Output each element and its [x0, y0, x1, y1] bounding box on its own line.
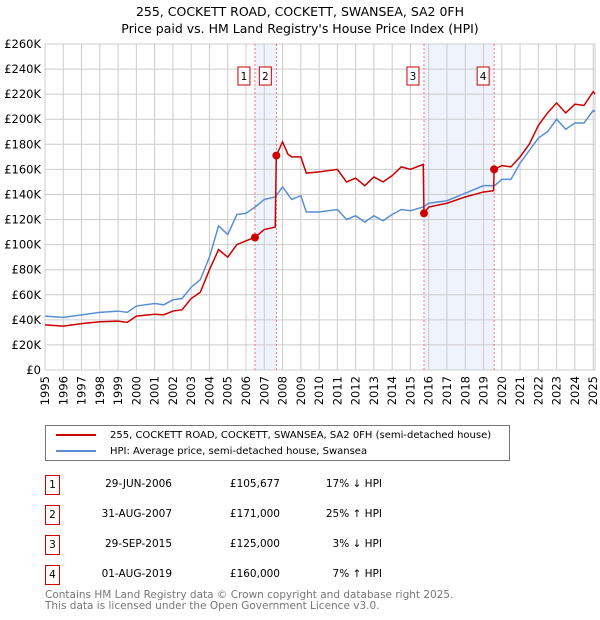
sale-hpi: 7% ↑ HPI	[332, 568, 382, 580]
footer: Contains HM Land Registry data © Crown c…	[45, 590, 453, 612]
legend: 255, COCKETT ROAD, COCKETT, SWANSEA, SA2…	[45, 425, 510, 461]
sale-row: 1 29-JUN-2006 £105,677 17% ↓ HPI	[45, 475, 545, 495]
sale-price: £105,677	[229, 478, 280, 490]
sale-badge: 2	[45, 505, 60, 525]
price-chart: £0 £20K £40K £60K £80K £100K £120K £140K £160K £1…	[4, 37, 600, 405]
x-tick-label: 1997	[75, 376, 89, 405]
x-tick-label: 2003	[184, 376, 198, 405]
x-tick-label: 2024	[568, 376, 582, 405]
y-tick-label: £180K	[4, 137, 41, 151]
sale-point	[490, 165, 499, 174]
shaded-period	[423, 44, 495, 370]
x-tick-label: 2005	[221, 376, 235, 405]
x-tick-label: 2014	[385, 376, 399, 405]
plot-border	[44, 43, 596, 371]
y-tick-label: £240K	[4, 62, 41, 76]
series-line	[44, 90, 596, 327]
x-tick-label: 1995	[38, 376, 52, 405]
sale-label-box	[406, 66, 420, 86]
x-tick-label: 2000	[129, 376, 143, 405]
x-tick-label: 2021	[513, 376, 527, 405]
legend-item-hpi: HPI: Average price, semi-detached house,…	[56, 443, 367, 459]
sale-row: 2 31-AUG-2007 £171,000 25% ↑ HPI	[45, 505, 545, 525]
y-tick-label: £40K	[12, 313, 42, 327]
sale-date: 29-JUN-2006	[105, 478, 172, 490]
legend-swatch-red	[56, 434, 96, 436]
y-tick-label: £0	[26, 363, 41, 377]
x-tick-label: 2011	[330, 376, 344, 405]
x-tick-label: 1996	[56, 376, 70, 405]
y-tick-label: £80K	[12, 263, 42, 277]
sale-label: 2	[262, 71, 269, 83]
x-tick-label: 2020	[495, 376, 509, 405]
legend-swatch-blue	[56, 450, 96, 452]
sale-price: £125,000	[229, 538, 280, 550]
y-tick-label: £220K	[4, 87, 41, 101]
sale-label-box	[237, 66, 251, 86]
sale-hpi: 3% ↓ HPI	[332, 538, 382, 550]
sale-date: 29-SEP-2015	[104, 538, 172, 550]
sale-hpi: 25% ↑ HPI	[325, 508, 382, 520]
sale-label: 4	[480, 71, 487, 83]
x-tick-label: 2004	[202, 376, 216, 405]
sale-date: 01-AUG-2019	[101, 568, 172, 580]
sale-label-box	[476, 66, 490, 86]
y-tick-label: £60K	[12, 288, 42, 302]
legend-label: 255, COCKETT ROAD, COCKETT, SWANSEA, SA2…	[110, 429, 492, 441]
subtitle-line: Price paid vs. HM Land Registry's House …	[121, 21, 479, 36]
sale-row: 3 29-SEP-2015 £125,000 3% ↓ HPI	[45, 535, 545, 555]
x-tick-label: 2001	[148, 376, 162, 405]
sale-badge: 4	[45, 565, 60, 585]
footer-line: This data is licensed under the Open Gov…	[45, 600, 380, 612]
x-tick-label: 2012	[349, 376, 363, 405]
x-tick-label: 2022	[531, 376, 545, 405]
x-tick-label: 2019	[477, 376, 491, 405]
x-tick-label: 2018	[458, 376, 472, 405]
legend-item-property: 255, COCKETT ROAD, COCKETT, SWANSEA, SA2…	[56, 427, 491, 443]
x-tick-label: 2007	[257, 376, 271, 405]
y-tick-label: £140K	[4, 187, 41, 201]
sale-price: £160,000	[229, 568, 280, 580]
footer-line: Contains HM Land Registry data © Crown c…	[45, 589, 454, 601]
x-tick-label: 2009	[294, 376, 308, 405]
sale-badge: 3	[45, 535, 60, 555]
x-tick-label: 2008	[276, 376, 290, 405]
y-tick-label: £100K	[4, 238, 41, 252]
x-tick-label: 2025	[586, 376, 600, 405]
y-tick-label: £20K	[12, 338, 42, 352]
x-tick-label: 2010	[312, 376, 326, 405]
title-line: 255, COCKETT ROAD, COCKETT, SWANSEA, SA2…	[135, 4, 465, 19]
sale-label: 1	[241, 71, 248, 83]
y-tick-label: £120K	[4, 213, 41, 227]
y-tick-label: £160K	[4, 162, 41, 176]
legend-label: HPI: Average price, semi-detached house,…	[110, 445, 368, 457]
sale-row: 4 01-AUG-2019 £160,000 7% ↑ HPI	[45, 565, 545, 585]
x-tick-label: 2015	[403, 376, 417, 405]
sale-label-box	[258, 66, 272, 86]
sale-date: 31-AUG-2007	[101, 508, 172, 520]
y-tick-label: £260K	[4, 37, 41, 51]
chart-title: 255, COCKETT ROAD, COCKETT, SWANSEA, SA2…	[0, 3, 600, 37]
sale-point	[250, 233, 259, 242]
sale-label: 3	[410, 71, 417, 83]
x-tick-label: 2016	[422, 376, 436, 405]
x-tick-label: 1998	[93, 376, 107, 405]
series-line	[44, 109, 596, 319]
sale-price: £171,000	[229, 508, 280, 520]
sale-point	[419, 209, 428, 218]
shaded-period	[254, 44, 277, 370]
x-tick-label: 2017	[440, 376, 454, 405]
sale-hpi: 17% ↓ HPI	[325, 478, 382, 490]
sale-badge: 1	[45, 475, 60, 495]
x-tick-label: 2002	[166, 376, 180, 405]
x-tick-label: 2006	[239, 376, 253, 405]
y-tick-label: £200K	[4, 112, 41, 126]
x-tick-label: 2023	[550, 376, 564, 405]
sale-point	[272, 151, 281, 160]
x-tick-label: 2013	[367, 376, 381, 405]
x-tick-label: 1999	[111, 376, 125, 405]
